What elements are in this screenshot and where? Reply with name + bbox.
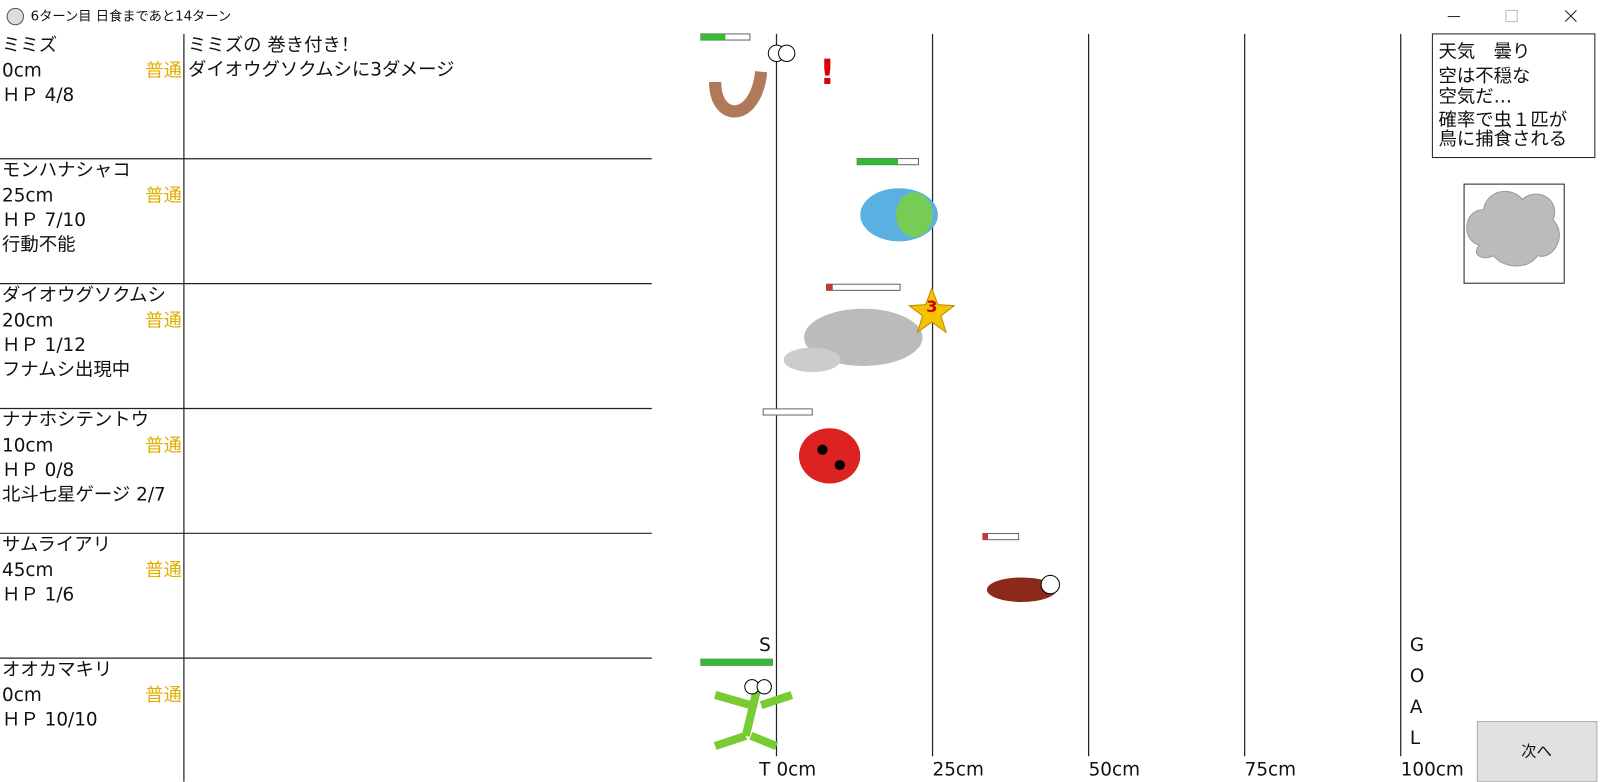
creature-note: 行動不能 bbox=[2, 235, 76, 256]
window-title: 6ターン目 日食まであと14ターン bbox=[31, 8, 232, 25]
creature-note: フナムシ出現中 bbox=[2, 359, 130, 380]
creature-distance: 0cm bbox=[2, 61, 42, 82]
creature-name: ミミズ bbox=[2, 35, 57, 56]
weather-line: 鳥に捕食される bbox=[1439, 129, 1568, 150]
weather-line: 空気だ… bbox=[1439, 86, 1513, 107]
weather-line: 空は不穏な bbox=[1439, 66, 1531, 87]
goal-letter: O bbox=[1410, 666, 1424, 687]
creature-distance: 20cm bbox=[2, 310, 53, 331]
weather-line: 天気 曇り bbox=[1439, 41, 1531, 62]
track-mark-label: 25cm bbox=[933, 760, 984, 781]
log-line: ミミズの 巻き付き！ bbox=[188, 35, 359, 56]
creature-name: サムライアリ bbox=[2, 535, 111, 556]
creature-hp: ＨＰ 0/8 bbox=[2, 460, 74, 481]
creature-hp: ＨＰ 4/8 bbox=[2, 85, 74, 106]
creature-status: 普通 bbox=[145, 61, 182, 82]
maximize-button[interactable] bbox=[1505, 9, 1518, 23]
weather-panel bbox=[1431, 33, 1596, 159]
creature-distance: 0cm bbox=[2, 685, 42, 706]
start-label: S bbox=[759, 635, 771, 656]
creature-status: 普通 bbox=[145, 186, 182, 207]
creature-name: ダイオウグソクムシ bbox=[2, 285, 166, 306]
creature-name: オオカマキリ bbox=[2, 659, 112, 680]
creature-hp: ＨＰ 7/10 bbox=[2, 210, 86, 231]
creature-note: 北斗七星ゲージ 2/7 bbox=[2, 484, 166, 505]
creature-distance: 45cm bbox=[2, 560, 53, 581]
cloud bbox=[1466, 190, 1560, 267]
creature-status: 普通 bbox=[145, 560, 182, 581]
creature-status: 普通 bbox=[145, 435, 182, 456]
goal-letter: G bbox=[1410, 635, 1424, 656]
creature-status: 普通 bbox=[145, 310, 182, 331]
creature-hp: ＨＰ 10/10 bbox=[2, 709, 98, 730]
sprites: ! 3 bbox=[700, 33, 1060, 750]
creature-distance: 10cm bbox=[2, 435, 53, 456]
close-button[interactable] bbox=[1564, 10, 1577, 23]
track-mark-label: 75cm bbox=[1245, 760, 1296, 781]
exclaim: ! bbox=[819, 53, 835, 93]
track-mark-label: 50cm bbox=[1089, 760, 1140, 781]
start-label: T bbox=[758, 760, 771, 781]
next-button[interactable] bbox=[1476, 721, 1598, 782]
creature-status: 普通 bbox=[145, 685, 182, 706]
creature-hp: ＨＰ 1/12 bbox=[2, 335, 86, 356]
goal-letter: A bbox=[1410, 697, 1423, 718]
creature-distance: 25cm bbox=[2, 186, 53, 207]
track-mark-label: 0cm bbox=[776, 760, 816, 781]
damage-star: 3 bbox=[926, 297, 937, 316]
next-button-label[interactable]: 次へ bbox=[1521, 743, 1552, 761]
track-mark-label: 100cm bbox=[1401, 760, 1464, 781]
creature-hp: ＨＰ 1/6 bbox=[2, 585, 74, 606]
creature-name: モンハナシャコ bbox=[2, 160, 131, 181]
log-line: ダイオウグソクムシに3ダメージ bbox=[188, 60, 455, 81]
creature-name: ナナホシテントウ bbox=[2, 410, 149, 431]
weather-line: 確率で虫１匹が bbox=[1439, 110, 1568, 131]
app-icon bbox=[6, 7, 25, 26]
goal-letter: L bbox=[1410, 728, 1421, 749]
